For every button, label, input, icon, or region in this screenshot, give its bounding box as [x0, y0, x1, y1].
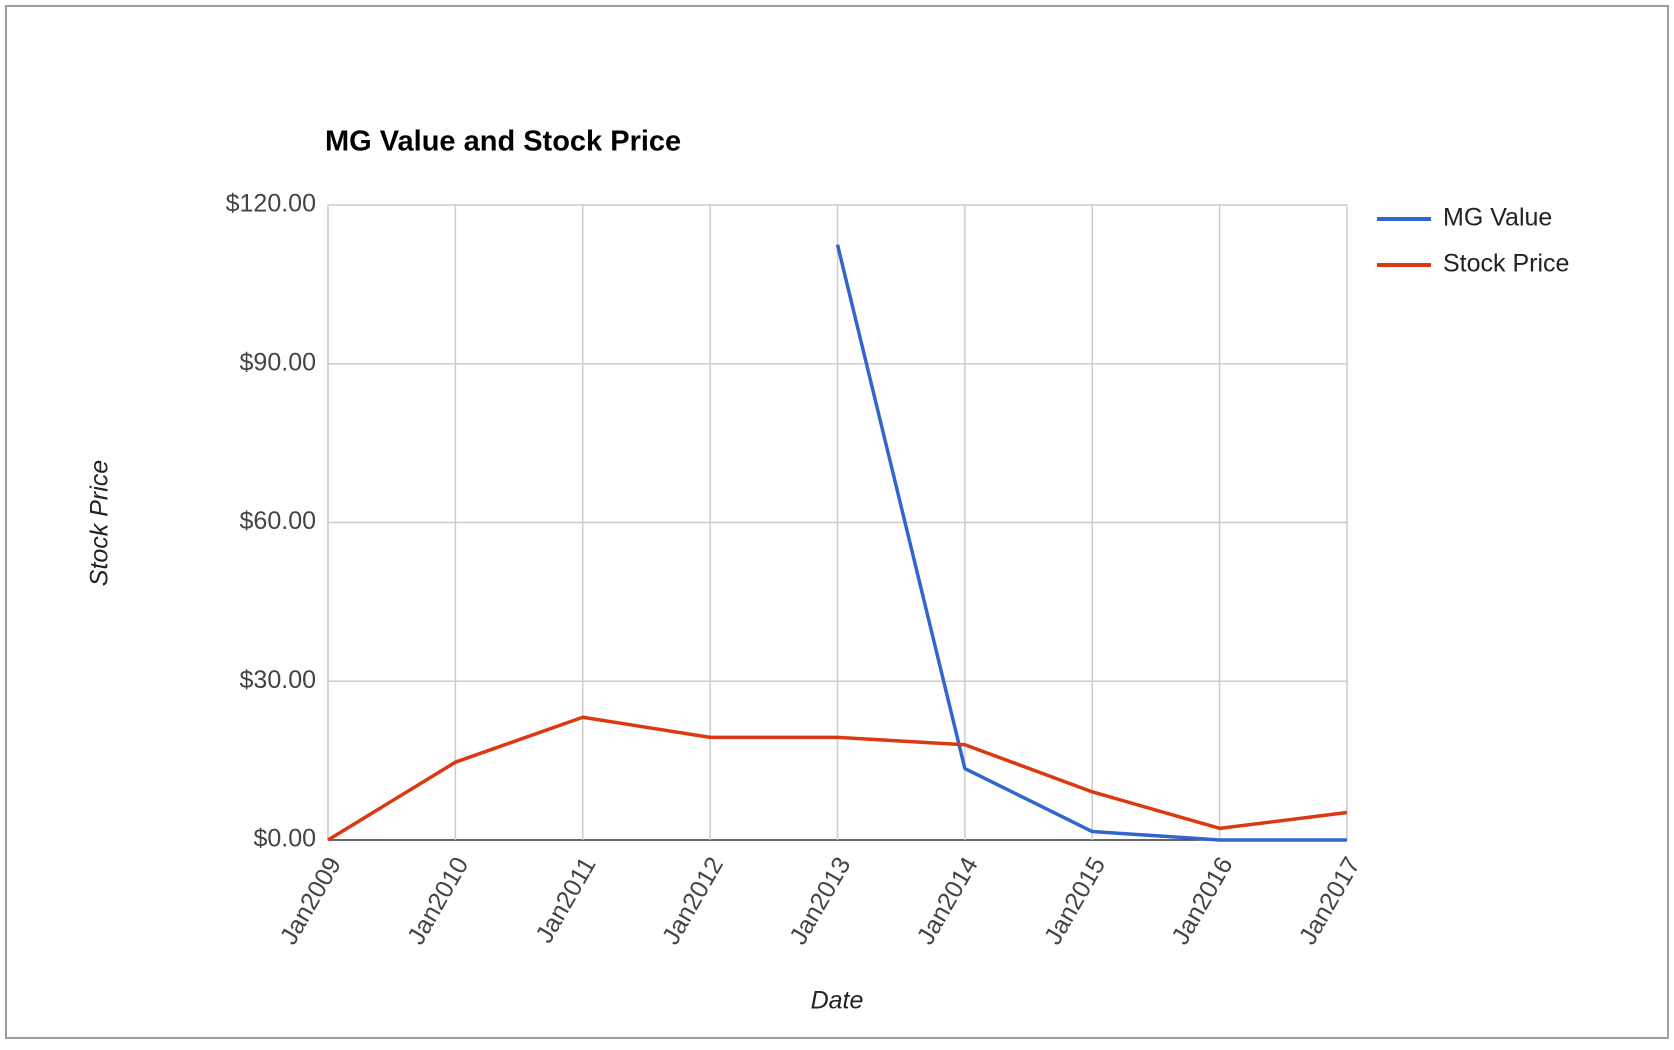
- legend-label: MG Value: [1443, 204, 1552, 232]
- y-tick-label: $30.00: [240, 666, 316, 694]
- y-tick-label: $120.00: [226, 190, 316, 218]
- series-line: [835, 244, 1347, 842]
- legend-label: Stock Price: [1443, 250, 1569, 278]
- x-axis-title: Date: [811, 987, 864, 1015]
- y-tick-label: $60.00: [240, 507, 316, 535]
- y-axis-title: Stock Price: [86, 460, 114, 586]
- series-line: [327, 715, 1348, 842]
- y-tick-label: $0.00: [253, 825, 316, 853]
- chart-title: MG Value and Stock Price: [325, 126, 681, 158]
- y-tick-label: $90.00: [240, 348, 316, 376]
